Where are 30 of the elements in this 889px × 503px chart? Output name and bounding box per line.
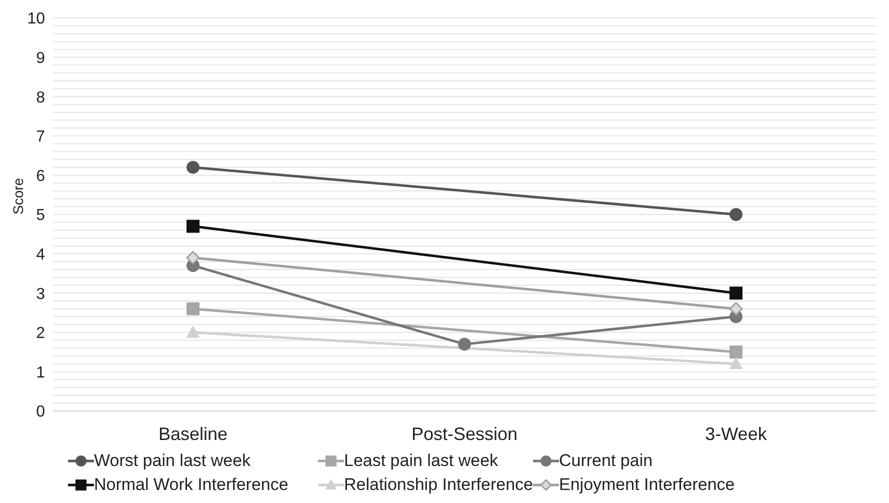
y-axis-title: Score [10,178,26,214]
y-tick-label: 5 [36,207,46,224]
point [730,208,742,221]
legend-label: Worst pain last week [94,451,251,471]
legend-label: Relationship Interference [344,475,533,495]
y-tick-label: 4 [36,246,46,264]
x-tick-label: Post-Session [411,424,518,444]
point [730,286,742,300]
y-tick-label: 10 [27,10,46,28]
legend-label: Normal Work Interference [94,475,288,495]
y-tick-label: 1 [36,364,46,382]
y-tick-label: 7 [36,128,46,146]
y-tick-label: 2 [36,325,46,342]
y-tick-label: 8 [36,89,46,106]
point [186,220,200,233]
y-tick-label: 9 [36,50,46,67]
point [458,338,471,351]
y-tick-label: 6 [36,168,46,185]
point [186,160,200,174]
point [186,302,200,316]
point [729,302,743,316]
x-tick-label: 3-Week [705,424,768,444]
point [730,346,742,359]
point [186,250,200,264]
legend-label: Enjoyment Interference [559,475,735,495]
y-tick-label: 3 [36,286,46,303]
legend-label: Least pain last week [344,451,498,471]
y-tick-label: 0 [36,404,46,421]
x-tick-label: Baseline [158,424,228,444]
legend-label: Current pain [559,451,653,471]
